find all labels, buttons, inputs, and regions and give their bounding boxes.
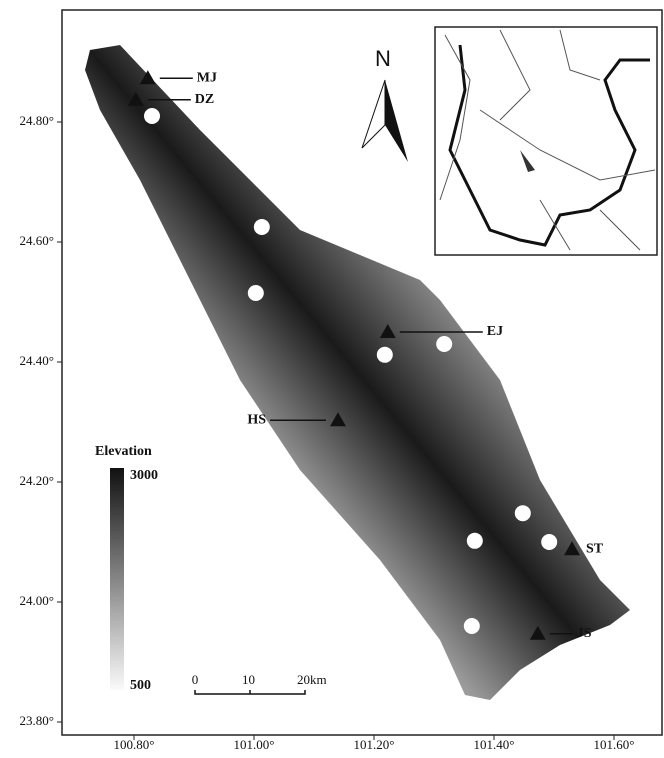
sample-site (541, 534, 557, 550)
station-label: MJ (197, 70, 217, 85)
sample-site (436, 336, 452, 352)
scale-label: 20km (297, 672, 327, 687)
inset-map (435, 27, 657, 255)
north-label: N (375, 46, 391, 71)
y-tick-label: 24.60° (20, 233, 54, 248)
legend-min: 500 (130, 678, 151, 693)
sample-site (144, 108, 160, 124)
legend-title: Elevation (95, 444, 152, 459)
station-label: ST (586, 541, 604, 556)
sample-site (248, 285, 264, 301)
y-tick-label: 24.80° (20, 113, 54, 128)
x-tick-label: 100.80° (114, 737, 155, 752)
map-figure: N Elevation 3000 500 100.80° 101.00° 101.2… (0, 0, 664, 753)
sample-site (515, 505, 531, 521)
station-label: HS (247, 412, 266, 427)
x-tick-label: 101.40° (474, 737, 515, 752)
station-label: JS (577, 626, 592, 641)
x-tick-label: 101.20° (354, 737, 395, 752)
sample-site (254, 219, 270, 235)
scale-label: 0 (192, 672, 199, 687)
legend-max: 3000 (130, 468, 158, 483)
sample-site (377, 347, 393, 363)
y-tick-label: 24.20° (20, 473, 54, 488)
y-tick-label: 24.00° (20, 593, 54, 608)
scale-label: 10 (242, 672, 255, 687)
x-tick-label: 101.60° (594, 737, 635, 752)
x-tick-label: 101.00° (234, 737, 275, 752)
elevation-bar (110, 468, 124, 690)
sample-site (464, 618, 480, 634)
station-label: DZ (195, 92, 214, 107)
sample-site (467, 533, 483, 549)
station-label: EJ (487, 324, 503, 339)
y-tick-label: 23.80° (20, 713, 54, 728)
y-tick-label: 24.40° (20, 353, 54, 368)
